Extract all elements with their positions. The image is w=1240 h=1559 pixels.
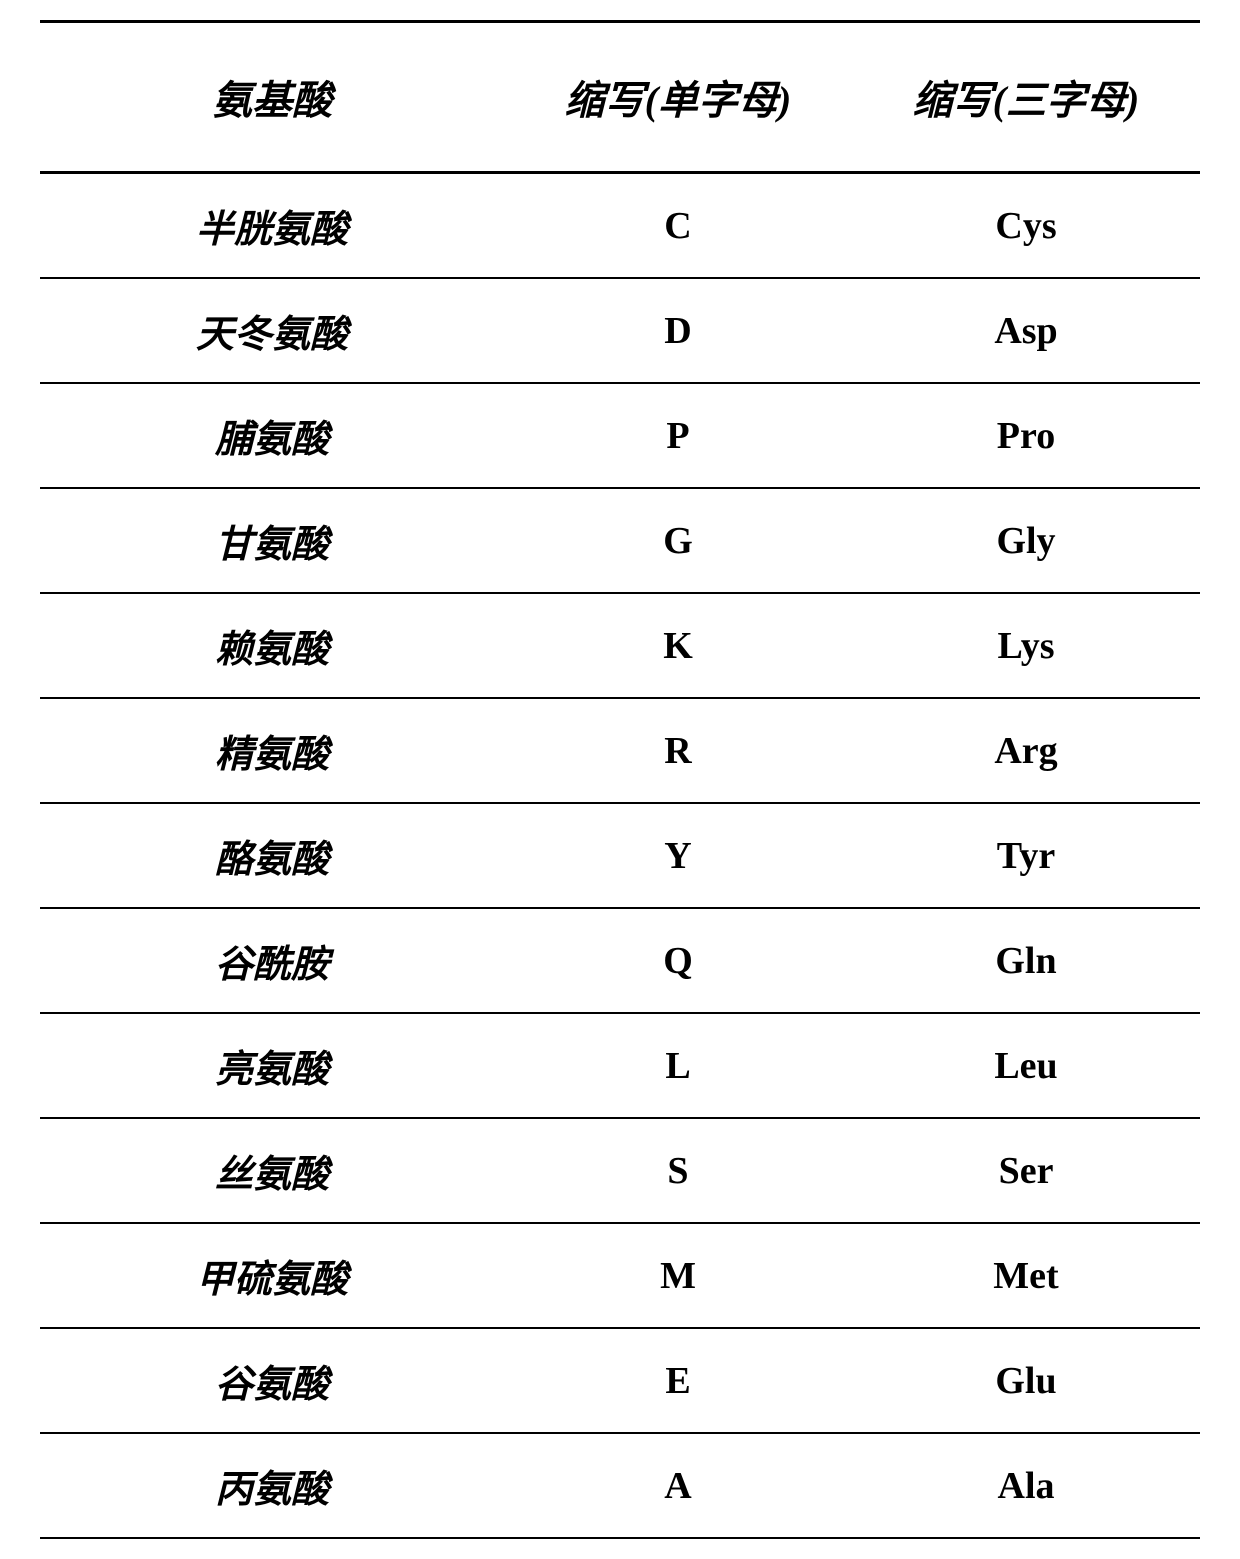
- amino-acid-table: 氨基酸 缩写(单字母) 缩写(三字母) 半胱氨酸 C Cys 天冬氨酸 D As…: [40, 20, 1200, 1539]
- table-row: 谷酰胺 Q Gln: [40, 908, 1200, 1013]
- cell-three: Gln: [852, 908, 1200, 1013]
- cell-single: L: [504, 1013, 852, 1118]
- table-row: 赖氨酸 K Lys: [40, 593, 1200, 698]
- table-row: 丝氨酸 S Ser: [40, 1118, 1200, 1223]
- cell-name: 酪氨酸: [40, 803, 504, 908]
- cell-single: Y: [504, 803, 852, 908]
- table-header-row: 氨基酸 缩写(单字母) 缩写(三字母): [40, 22, 1200, 173]
- header-three-letter: 缩写(三字母): [852, 22, 1200, 173]
- cell-name: 半胱氨酸: [40, 173, 504, 279]
- cell-single: S: [504, 1118, 852, 1223]
- cell-single: Q: [504, 908, 852, 1013]
- cell-three: Ser: [852, 1118, 1200, 1223]
- table-row: 精氨酸 R Arg: [40, 698, 1200, 803]
- table-row: 脯氨酸 P Pro: [40, 383, 1200, 488]
- table-row: 甲硫氨酸 M Met: [40, 1223, 1200, 1328]
- cell-three: Met: [852, 1223, 1200, 1328]
- cell-single: E: [504, 1328, 852, 1433]
- cell-name: 谷氨酸: [40, 1328, 504, 1433]
- cell-name: 谷酰胺: [40, 908, 504, 1013]
- cell-name: 甘氨酸: [40, 488, 504, 593]
- cell-three: Cys: [852, 173, 1200, 279]
- cell-single: G: [504, 488, 852, 593]
- cell-three: Leu: [852, 1013, 1200, 1118]
- cell-single: M: [504, 1223, 852, 1328]
- cell-single: P: [504, 383, 852, 488]
- cell-single: R: [504, 698, 852, 803]
- cell-three: Arg: [852, 698, 1200, 803]
- header-single-letter: 缩写(单字母): [504, 22, 852, 173]
- table-row: 半胱氨酸 C Cys: [40, 173, 1200, 279]
- cell-name: 赖氨酸: [40, 593, 504, 698]
- cell-name: 甲硫氨酸: [40, 1223, 504, 1328]
- cell-three: Asp: [852, 278, 1200, 383]
- cell-name: 精氨酸: [40, 698, 504, 803]
- header-amino-acid: 氨基酸: [40, 22, 504, 173]
- cell-single: D: [504, 278, 852, 383]
- table-row: 酪氨酸 Y Tyr: [40, 803, 1200, 908]
- cell-single: C: [504, 173, 852, 279]
- table-row: 谷氨酸 E Glu: [40, 1328, 1200, 1433]
- table-row: 甘氨酸 G Gly: [40, 488, 1200, 593]
- cell-three: Gly: [852, 488, 1200, 593]
- amino-acid-table-container: 氨基酸 缩写(单字母) 缩写(三字母) 半胱氨酸 C Cys 天冬氨酸 D As…: [0, 0, 1240, 1559]
- cell-name: 天冬氨酸: [40, 278, 504, 383]
- cell-three: Glu: [852, 1328, 1200, 1433]
- cell-three: Tyr: [852, 803, 1200, 908]
- table-body: 半胱氨酸 C Cys 天冬氨酸 D Asp 脯氨酸 P Pro 甘氨酸 G Gl…: [40, 173, 1200, 1539]
- cell-three: Lys: [852, 593, 1200, 698]
- cell-name: 亮氨酸: [40, 1013, 504, 1118]
- table-row: 亮氨酸 L Leu: [40, 1013, 1200, 1118]
- table-row: 天冬氨酸 D Asp: [40, 278, 1200, 383]
- cell-three: Pro: [852, 383, 1200, 488]
- cell-single: K: [504, 593, 852, 698]
- cell-name: 丝氨酸: [40, 1118, 504, 1223]
- cell-name: 脯氨酸: [40, 383, 504, 488]
